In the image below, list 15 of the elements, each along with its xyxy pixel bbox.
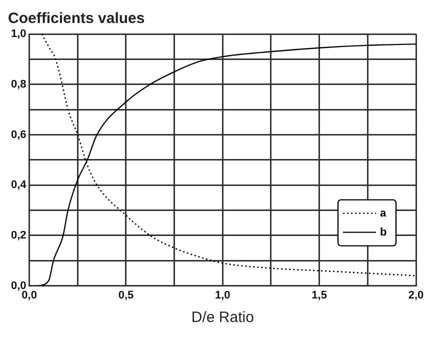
chart-title: Coefficients values bbox=[8, 10, 145, 28]
x-tick-label: 2,0 bbox=[408, 289, 424, 302]
x-tick-label: 0,0 bbox=[22, 289, 37, 302]
y-tick-label: 1,0 bbox=[10, 28, 26, 40]
legend-label: b bbox=[380, 226, 387, 238]
y-tick-label: 0,4 bbox=[10, 179, 28, 192]
y-tick-label: 0,2 bbox=[10, 229, 26, 242]
x-tick-label: 0,5 bbox=[118, 289, 134, 302]
y-tick-label: 0,0 bbox=[10, 280, 26, 292]
x-tick-label: 1,5 bbox=[312, 289, 327, 302]
legend-label: a bbox=[380, 207, 387, 220]
x-tick-label: 1,0 bbox=[214, 289, 230, 302]
x-axis-title: D/e Ratio bbox=[191, 309, 254, 326]
y-tick-label: 0,6 bbox=[10, 128, 26, 141]
y-tick-label: 0,8 bbox=[10, 78, 26, 90]
